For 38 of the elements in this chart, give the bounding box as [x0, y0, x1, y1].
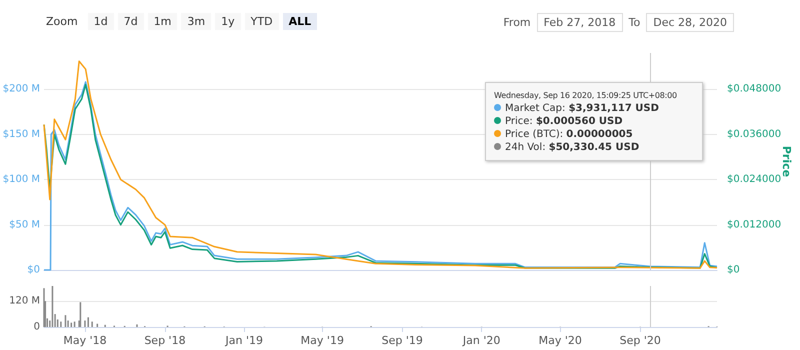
- x-tick-label: May '20: [538, 334, 582, 347]
- text: 1y: [215, 13, 241, 30]
- y-tick-label: $150 M: [2, 128, 40, 140]
- y2-tick-label: $0.048000: [727, 84, 782, 95]
- text: YTD: [244, 13, 279, 30]
- text: Zoom: [45, 14, 79, 30]
- x-tick-label: Sep '20: [620, 334, 661, 347]
- y2-tick-label: $0.024000: [727, 174, 782, 186]
- x-tick-label: May '19: [300, 334, 344, 347]
- text: 3m: [181, 13, 212, 30]
- y-tick-label: $50 M: [9, 219, 40, 230]
- x-tick-label: May '18: [63, 334, 107, 347]
- y2-axis-title: Price: [780, 146, 793, 178]
- annotation: Market Cap: $3,931,117 USD: [504, 102, 660, 115]
- x-tick-label: Jan '20: [462, 334, 500, 347]
- y-tick-label: $100 M: [2, 174, 40, 186]
- annotation: 24h Vol: $50,330.45 USD: [504, 141, 640, 154]
- annotation: Price: $0.000560 USD: [504, 115, 624, 128]
- y2-tick-label: $0.036000: [727, 128, 782, 140]
- y2-tick-label: $0.012000: [727, 219, 782, 230]
- y2-tick-label: $0: [727, 264, 740, 276]
- y-tick-label: 0: [34, 322, 40, 332]
- text: Feb 27, 2018: [536, 13, 623, 32]
- text: Dec 28, 2020: [646, 13, 734, 32]
- text: 1m: [148, 13, 178, 30]
- text: From: [503, 16, 531, 29]
- x-tick-label: Sep '19: [382, 334, 423, 347]
- annotation: Wednesday, Sep 16 2020, 15:09:25 UTC+08:00: [494, 90, 678, 102]
- annotation: Price (BTC): 0.00000005: [504, 128, 634, 141]
- text: ALL: [282, 13, 318, 30]
- text: To: [628, 16, 640, 29]
- y-tick-label: 120 M: [9, 296, 40, 307]
- text: 1d: [88, 13, 114, 30]
- x-tick-label: Jan '19: [224, 334, 264, 347]
- x-tick-label: Sep '18: [144, 334, 186, 347]
- y-tick-label: $0: [27, 264, 40, 276]
- y-tick-label: $200 M: [2, 84, 40, 95]
- text: 7d: [118, 13, 144, 30]
